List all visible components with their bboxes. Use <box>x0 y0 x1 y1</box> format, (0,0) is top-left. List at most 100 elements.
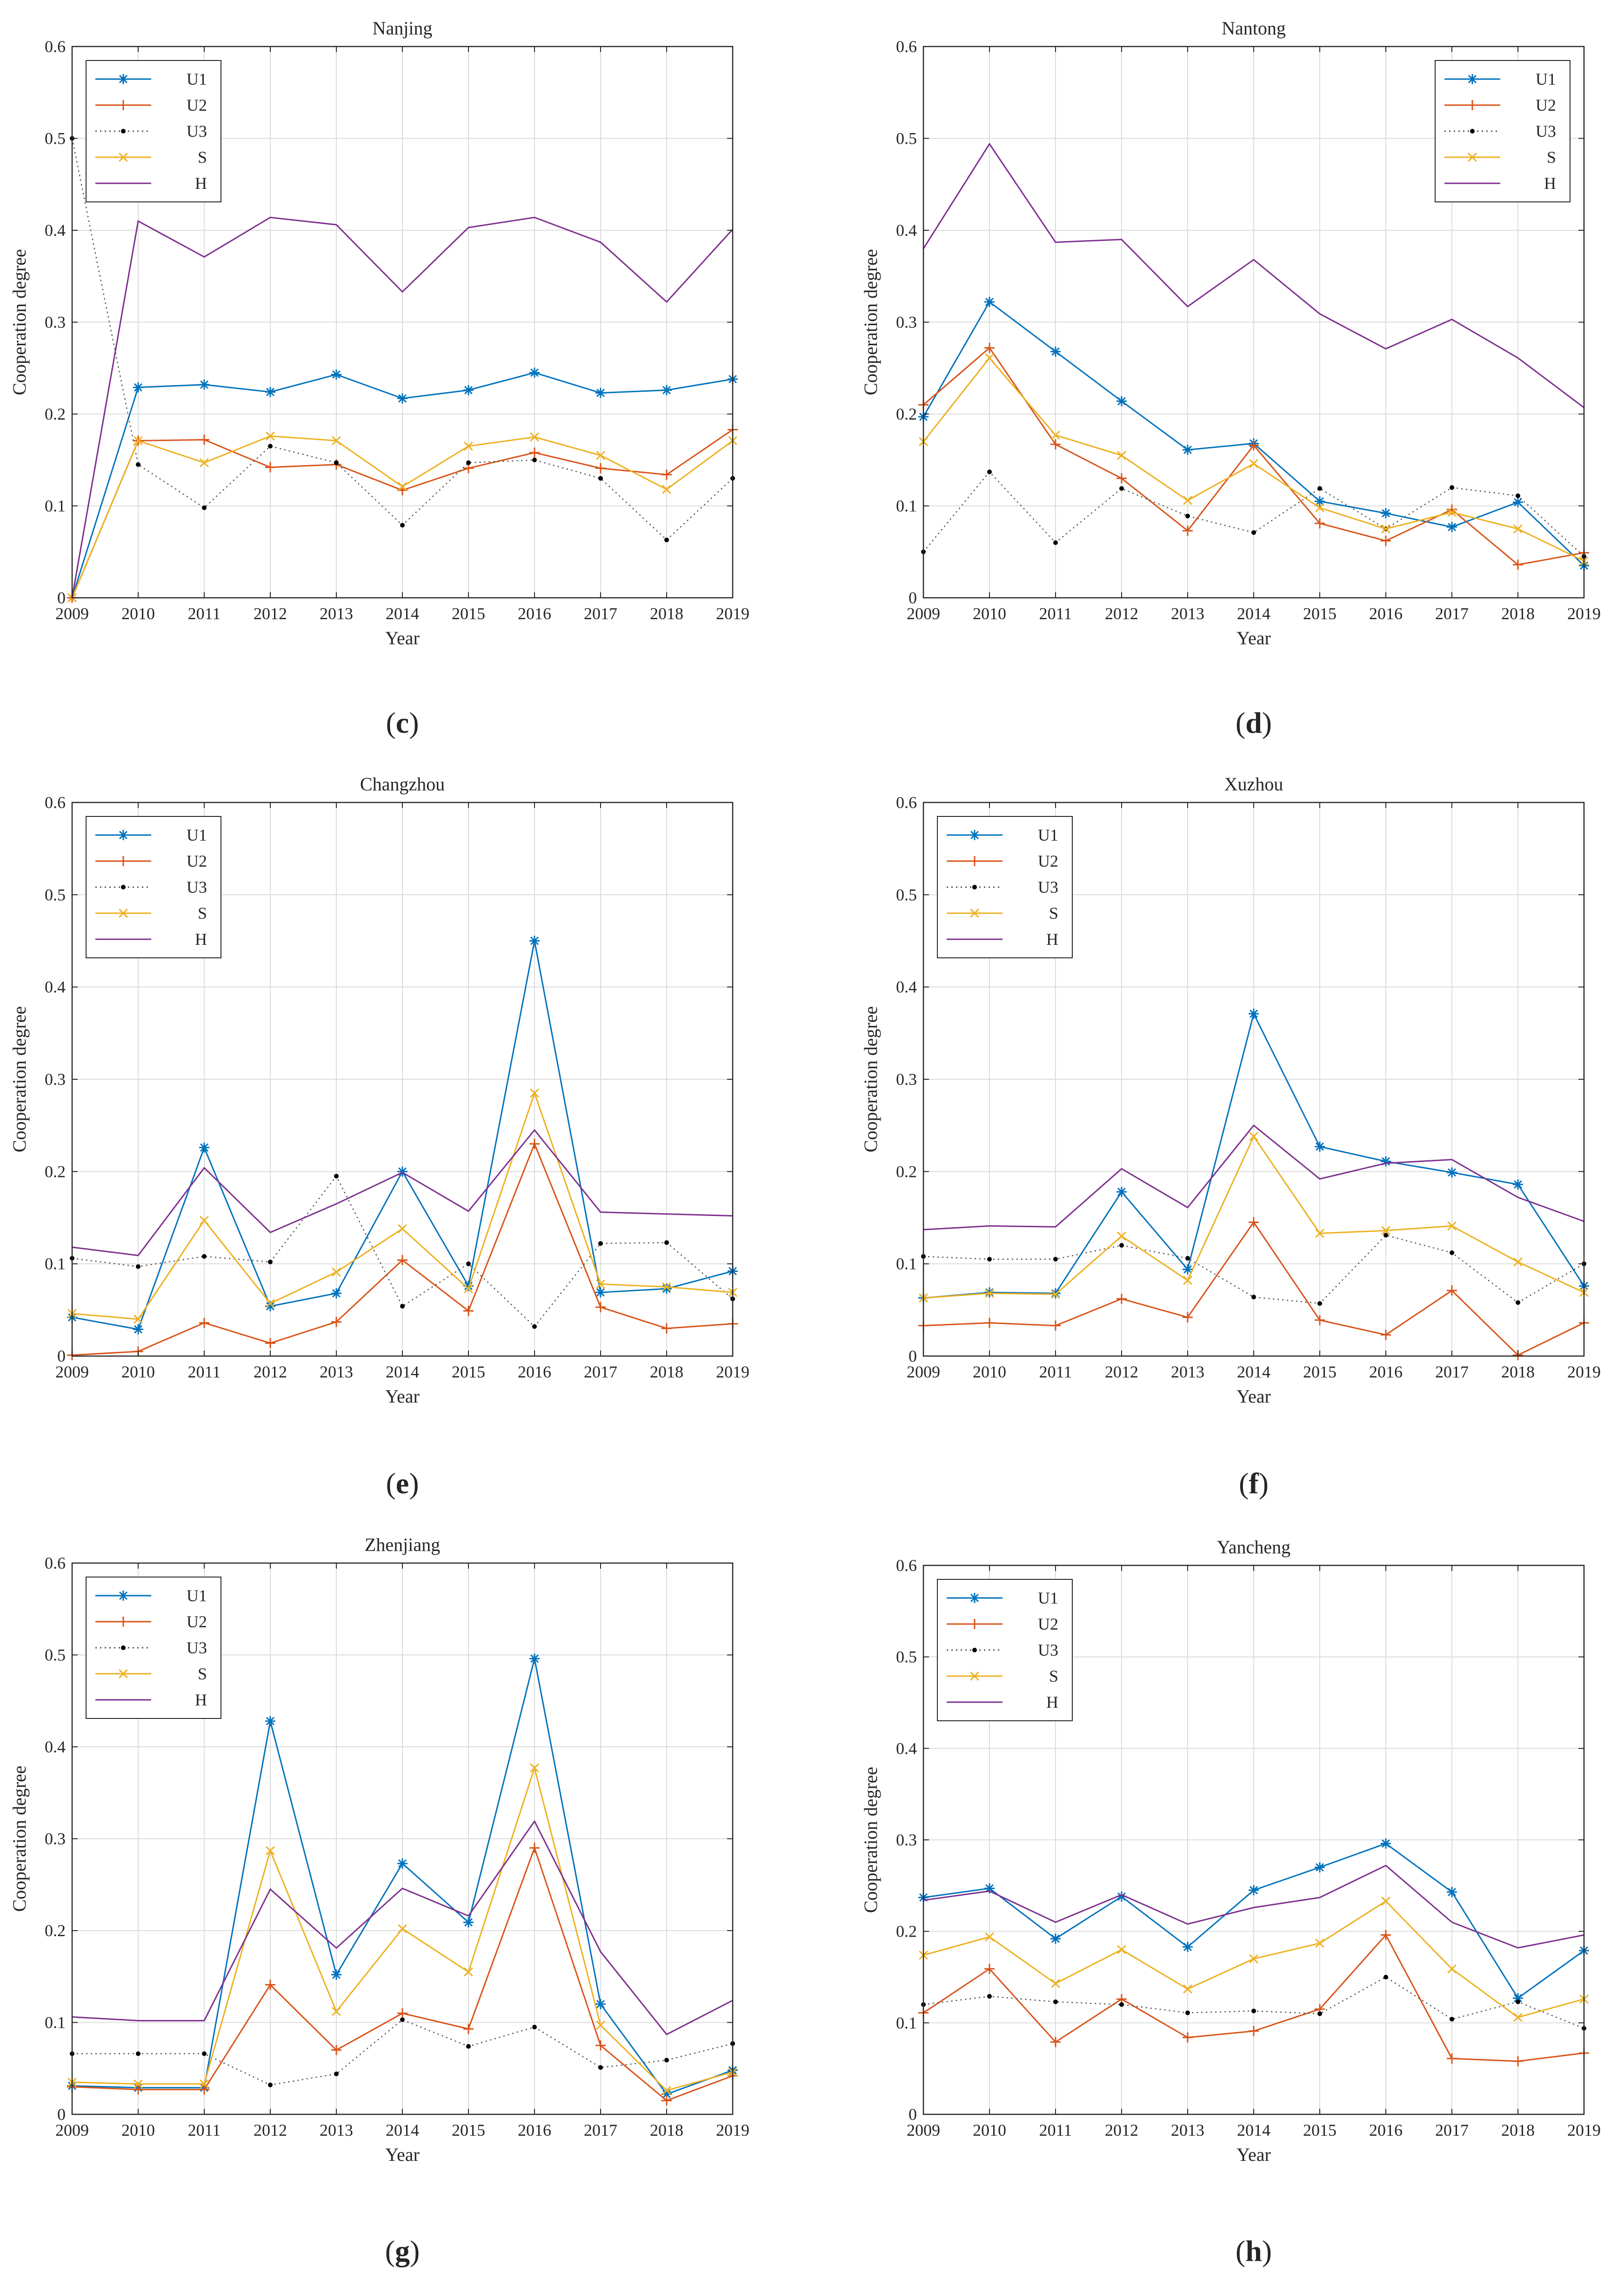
series-line-h <box>922 142 1584 408</box>
data-point-u1 <box>397 393 408 404</box>
data-point-u2 <box>397 1255 408 1265</box>
series-s <box>919 1132 1589 1303</box>
data-point-u2 <box>1050 1320 1061 1331</box>
x-tick-label: 2014 <box>1237 1363 1270 1381</box>
data-point-u2 <box>1381 1930 1391 1940</box>
y-tick-label: 0.2 <box>45 1162 66 1181</box>
data-point-s <box>985 1289 994 1298</box>
y-tick-label: 0.3 <box>896 313 917 332</box>
data-point-s <box>266 1299 275 1308</box>
x-tick-label: 2017 <box>1435 1363 1469 1381</box>
legend-label-s: S <box>1049 904 1058 922</box>
data-point-u3 <box>664 537 669 542</box>
legend-marker-s <box>970 1671 979 1681</box>
data-point-u1 <box>1381 1156 1391 1167</box>
y-tick-label: 0.2 <box>45 405 66 423</box>
x-tick-label: 2016 <box>518 604 551 623</box>
data-point-s <box>1117 451 1126 460</box>
data-point-u3 <box>1119 2002 1124 2007</box>
legend-marker-s <box>119 1669 128 1678</box>
legend-marker-u2 <box>1467 100 1477 110</box>
x-tick-label: 2009 <box>907 604 940 623</box>
data-point-u2 <box>984 1964 995 1974</box>
y-tick-label: 0.3 <box>896 1070 917 1089</box>
data-point-u2 <box>1050 2037 1061 2047</box>
data-point-s <box>398 1924 407 1933</box>
x-tick-label: 2014 <box>386 1363 419 1381</box>
data-point-u2 <box>199 2084 209 2095</box>
data-point-u2 <box>1447 1285 1457 1296</box>
data-point-s <box>1447 508 1457 517</box>
x-tick-label: 2015 <box>1303 604 1337 623</box>
data-point-u1 <box>265 1716 275 1726</box>
x-tick-label: 2011 <box>1039 604 1072 623</box>
data-point-u2 <box>199 434 209 445</box>
y-axis-label: Cooperation degree <box>860 1767 881 1913</box>
data-point-u2 <box>265 1338 275 1349</box>
x-tick-label: 2013 <box>1171 2121 1204 2139</box>
x-tick-label: 2019 <box>1567 604 1601 623</box>
data-point-u3 <box>1251 530 1256 535</box>
data-point-u2 <box>662 2095 672 2106</box>
data-point-s <box>200 2079 209 2089</box>
series-line-h <box>923 1124 1584 1230</box>
x-tick-label: 2018 <box>650 2121 683 2139</box>
data-point-s <box>1051 430 1060 440</box>
data-point-u1 <box>1249 1009 1259 1019</box>
data-point-u3 <box>1516 1300 1520 1305</box>
data-point-u1 <box>662 1283 672 1294</box>
x-tick-label: 2011 <box>188 2121 221 2139</box>
x-tick-label: 2012 <box>254 1363 287 1381</box>
data-point-s <box>134 2079 143 2089</box>
y-axis-label: Cooperation degree <box>860 1006 881 1152</box>
y-tick-label: 0 <box>57 1347 66 1365</box>
x-tick-label: 2019 <box>716 2121 749 2139</box>
series-u1 <box>67 368 738 603</box>
legend-box <box>86 816 221 958</box>
y-tick-label: 0.5 <box>896 129 917 148</box>
data-point-u2 <box>1381 535 1391 546</box>
data-point-u1 <box>199 1142 209 1153</box>
data-point-u3 <box>1053 1257 1058 1262</box>
legend: U1 U2 U3 SH <box>1435 60 1571 202</box>
data-point-u1 <box>595 1999 606 2009</box>
data-point-u2 <box>595 463 606 474</box>
grid-lines <box>72 47 733 598</box>
data-point-u3 <box>202 1254 207 1259</box>
data-point-u2 <box>1249 1217 1259 1228</box>
y-tick-label: 0.5 <box>896 885 917 904</box>
chart-title: Xuzhou <box>1224 774 1283 795</box>
x-tick-label: 2014 <box>386 2121 419 2139</box>
legend-marker-u1 <box>1467 74 1477 84</box>
x-tick-label: 2009 <box>55 2121 89 2139</box>
data-point-s <box>596 1279 605 1289</box>
x-tick-label: 2010 <box>121 1363 155 1381</box>
x-tick-label: 2010 <box>973 604 1006 623</box>
data-point-s <box>985 353 994 363</box>
data-point-u3 <box>268 1259 273 1264</box>
data-point-s <box>1117 1945 1126 1954</box>
y-tick-label: 0 <box>909 588 917 607</box>
legend-label-u2: U2 <box>1038 852 1058 870</box>
y-tick-label: 0.2 <box>45 1921 66 1940</box>
chart-title: Yancheng <box>1217 1537 1290 1557</box>
data-point-s <box>200 458 209 468</box>
data-point-s <box>530 432 539 442</box>
data-point-u3 <box>400 1303 405 1309</box>
series-u3 <box>921 1233 1586 1306</box>
legend-label-s: S <box>1547 148 1556 167</box>
legend-marker-u2 <box>118 1617 128 1627</box>
data-point-u2 <box>529 1843 540 1853</box>
data-point-u3 <box>400 2017 405 2022</box>
series-line-h <box>72 1129 733 1257</box>
data-point-s <box>1249 1954 1258 1964</box>
y-tick-label: 0.4 <box>45 221 66 240</box>
panel-caption: (f) <box>1239 1467 1269 1500</box>
data-point-u1 <box>1183 1942 1193 1952</box>
legend-marker-s <box>970 909 979 918</box>
data-point-u3 <box>987 1994 992 1999</box>
data-point-u3 <box>1383 1975 1388 1979</box>
data-point-s <box>464 1284 473 1294</box>
data-point-s <box>596 451 605 460</box>
x-tick-label: 2012 <box>1105 604 1138 623</box>
